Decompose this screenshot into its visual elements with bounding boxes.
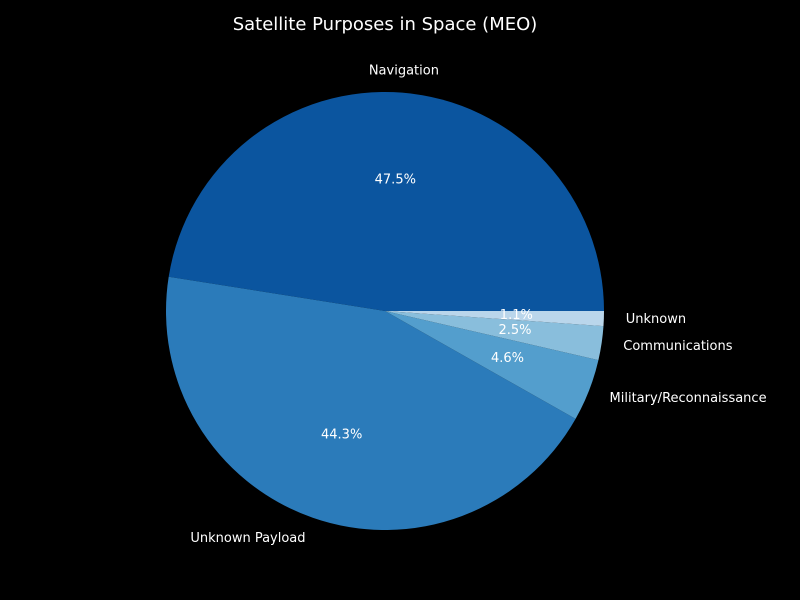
- pie-slice-communications: [385, 311, 604, 361]
- pct-label-military-reconnaissance: 4.6%: [491, 351, 524, 366]
- pct-label-unknown-payload: 44.3%: [321, 428, 362, 443]
- slice-label-navigation: Navigation: [369, 63, 439, 78]
- chart-title: Satellite Purposes in Space (MEO): [233, 14, 538, 35]
- pie-slice-unknown: [385, 311, 604, 327]
- slice-label-communications: Communications: [623, 339, 732, 354]
- pct-label-communications: 2.5%: [498, 323, 531, 338]
- pie-slice-navigation: [168, 92, 604, 311]
- pie-slices: [166, 92, 604, 530]
- slice-label-unknown-payload: Unknown Payload: [190, 531, 305, 546]
- pct-label-navigation: 47.5%: [375, 173, 416, 188]
- pie-slice-unknown-payload: [166, 276, 576, 530]
- slice-label-military-reconnaissance: Military/Reconnaissance: [610, 391, 767, 406]
- pie-labels: Navigation 47.5% Unknown Payload 44.3% Milit…: [190, 63, 766, 546]
- pie-slice-military-reconnaissance: [385, 311, 599, 419]
- slice-label-unknown: Unknown: [626, 312, 686, 327]
- pct-label-unknown: 1.1%: [500, 308, 533, 323]
